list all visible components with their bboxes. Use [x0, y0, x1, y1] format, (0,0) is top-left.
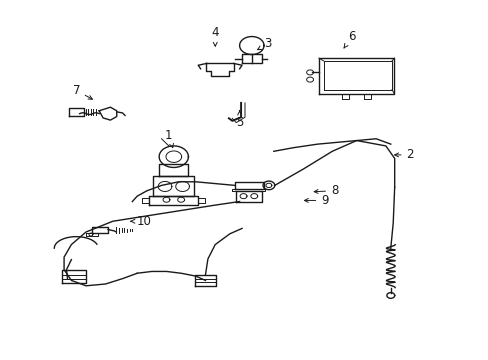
- Text: 2: 2: [394, 148, 413, 161]
- Text: 6: 6: [343, 30, 355, 48]
- Text: 1: 1: [165, 129, 173, 148]
- Text: 9: 9: [304, 194, 328, 207]
- Text: 8: 8: [314, 184, 338, 197]
- Text: 10: 10: [131, 215, 152, 228]
- Text: 7: 7: [72, 84, 92, 99]
- Text: 5: 5: [235, 111, 243, 129]
- Text: 4: 4: [211, 27, 219, 46]
- Text: 3: 3: [257, 37, 271, 50]
